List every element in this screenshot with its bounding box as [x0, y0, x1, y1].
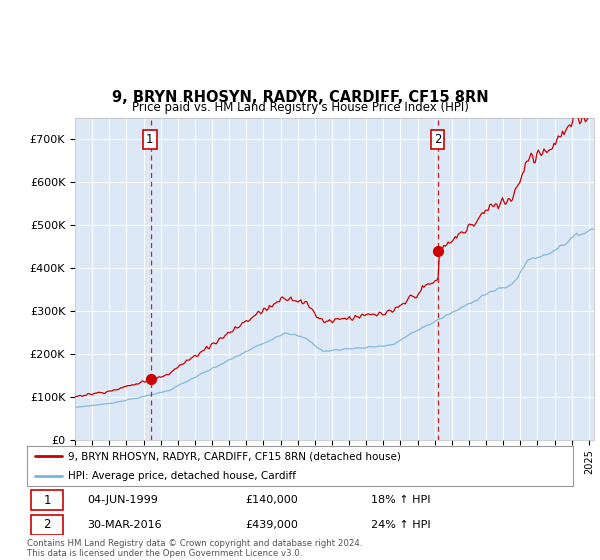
Text: 2: 2 — [43, 518, 51, 531]
Text: Price paid vs. HM Land Registry's House Price Index (HPI): Price paid vs. HM Land Registry's House … — [131, 101, 469, 114]
Text: HPI: Average price, detached house, Cardiff: HPI: Average price, detached house, Card… — [68, 471, 296, 481]
Text: 2: 2 — [434, 133, 441, 146]
FancyBboxPatch shape — [31, 515, 63, 535]
Text: 24% ↑ HPI: 24% ↑ HPI — [371, 520, 431, 530]
Text: 9, BRYN RHOSYN, RADYR, CARDIFF, CF15 8RN (detached house): 9, BRYN RHOSYN, RADYR, CARDIFF, CF15 8RN… — [68, 451, 401, 461]
Text: 18% ↑ HPI: 18% ↑ HPI — [371, 496, 430, 505]
FancyBboxPatch shape — [31, 490, 63, 511]
Text: Contains HM Land Registry data © Crown copyright and database right 2024.: Contains HM Land Registry data © Crown c… — [27, 539, 362, 548]
Text: £140,000: £140,000 — [245, 496, 298, 505]
Text: £439,000: £439,000 — [245, 520, 298, 530]
Text: 30-MAR-2016: 30-MAR-2016 — [87, 520, 161, 530]
Point — [434, 246, 443, 255]
Text: 04-JUN-1999: 04-JUN-1999 — [87, 496, 158, 505]
Text: This data is licensed under the Open Government Licence v3.0.: This data is licensed under the Open Gov… — [27, 549, 302, 558]
Point — [146, 375, 155, 384]
Text: 9, BRYN RHOSYN, RADYR, CARDIFF, CF15 8RN: 9, BRYN RHOSYN, RADYR, CARDIFF, CF15 8RN — [112, 90, 488, 105]
Text: 1: 1 — [146, 133, 154, 146]
Text: 1: 1 — [43, 494, 51, 507]
